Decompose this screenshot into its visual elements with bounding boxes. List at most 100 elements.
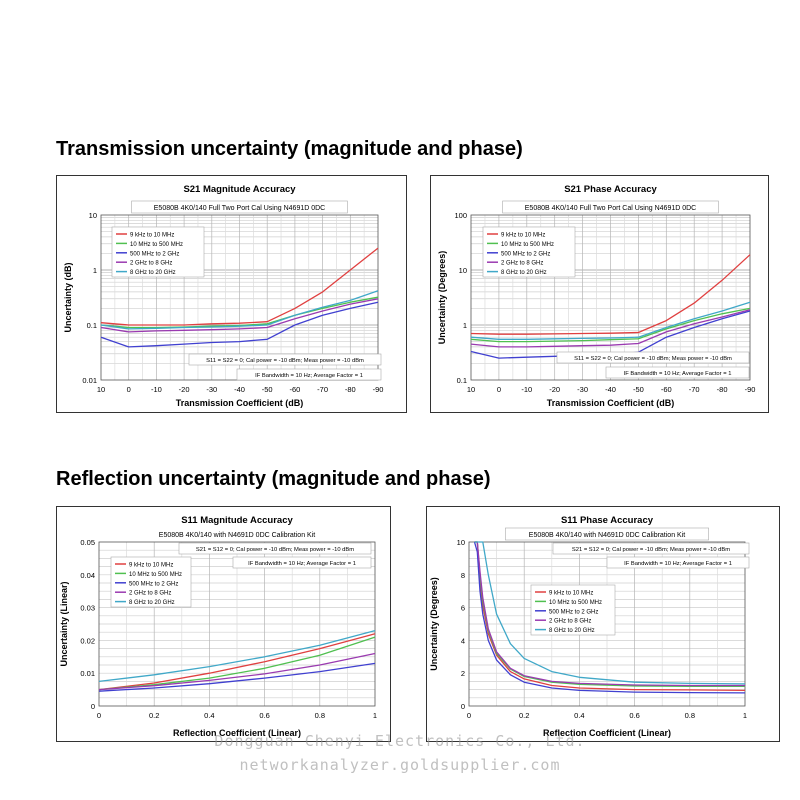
x-tick-label: 1 <box>743 711 747 720</box>
x-tick-label: -30 <box>577 385 588 394</box>
series-line <box>100 290 379 330</box>
annotation-text: S11 = S22 = 0; Cal power = -10 dBm; Meas… <box>574 356 732 362</box>
x-tick-label: -70 <box>689 385 700 394</box>
chart-subtitle: E5080B 4K0/140 Full Two Port Cal Using N… <box>154 205 325 212</box>
x-tick-label: 0 <box>497 385 501 394</box>
x-tick-label: -60 <box>661 385 672 394</box>
legend-entry: 10 MHz to 500 MHz <box>549 600 602 606</box>
legend-entry: 500 MHz to 2 GHz <box>549 609 598 615</box>
s21-phase-chart-panel: S21 Phase Accuracy E5080B 4K0/140 Full Tw… <box>430 175 769 413</box>
legend-entry: 500 MHz to 2 GHz <box>129 581 178 587</box>
x-tick-label: -60 <box>289 385 300 394</box>
legend-entry: 8 GHz to 20 GHz <box>549 628 595 634</box>
legend-entry: 2 GHz to 8 GHz <box>501 261 543 267</box>
y-axis-label: Uncertainty (Linear) <box>59 581 69 666</box>
series-line <box>98 662 376 692</box>
legend-entry: 9 kHz to 10 MHz <box>549 591 593 597</box>
y-tick-label: 6 <box>461 604 465 613</box>
x-axis-label: Transmission Coefficient (dB) <box>176 398 304 408</box>
x-tick-label: 0.6 <box>629 711 639 720</box>
s11-magnitude-chart: S11 Magnitude Accuracy E5080B 4K0/140 wit… <box>59 515 377 738</box>
subtitle-box <box>502 200 719 214</box>
annotation-box <box>552 542 750 555</box>
annotation-text: IF Bandwidth = 10 Hz; Average Factor = 1 <box>624 371 732 377</box>
x-axis-label: Reflection Coefficient (Linear) <box>173 728 301 738</box>
y-tick-label: 100 <box>454 211 467 220</box>
x-tick-label: -50 <box>633 385 644 394</box>
y-tick-label: 0.01 <box>80 669 95 678</box>
x-tick-label: -90 <box>745 385 756 394</box>
legend-entry: 500 MHz to 2 GHz <box>130 251 179 257</box>
x-tick-label: -90 <box>373 385 384 394</box>
legend-entry: 10 MHz to 500 MHz <box>501 242 554 248</box>
annotation-box <box>605 366 750 379</box>
series-line <box>470 307 751 343</box>
x-tick-label: 0.4 <box>204 711 214 720</box>
x-tick-label: 0.4 <box>574 711 584 720</box>
series-line <box>474 541 746 685</box>
legend-entry: 2 GHz to 8 GHz <box>129 591 171 597</box>
x-tick-label: -20 <box>549 385 560 394</box>
x-tick-label: -80 <box>345 385 356 394</box>
watermark-url: networkanalyzer.goldsupplier.com <box>239 756 561 774</box>
series-line <box>98 629 376 683</box>
annotation-text: S21 = S12 = 0; Cal power = -10 dBm; Meas… <box>196 547 354 553</box>
x-tick-label: 0 <box>467 711 471 720</box>
annotation-text: IF Bandwidth = 10 Hz; Average Factor = 1 <box>248 561 356 567</box>
legend-entry: 8 GHz to 20 GHz <box>501 270 547 276</box>
annotation-text: IF Bandwidth = 10 Hz; Average Factor = 1 <box>255 373 363 379</box>
s21-magnitude-chart-panel: S21 Magnitude Accuracy E5080B 4K0/140 Ful… <box>56 175 407 413</box>
legend-entry: 9 kHz to 10 MHz <box>130 233 174 239</box>
annotation-box <box>188 353 382 366</box>
annotation-box <box>232 556 372 569</box>
y-tick-label: 0.1 <box>87 321 97 330</box>
series-line <box>100 247 379 326</box>
y-tick-label: 0.04 <box>80 571 95 580</box>
subtitle-box <box>505 527 709 541</box>
y-axis-label: Uncertainty (Degrees) <box>429 577 439 671</box>
x-tick-label: 0.8 <box>315 711 325 720</box>
legend-entry: 8 GHz to 20 GHz <box>129 600 175 606</box>
series-line <box>98 652 376 691</box>
y-tick-label: 0.02 <box>80 636 95 645</box>
series-line <box>470 301 751 340</box>
x-tick-label: -80 <box>717 385 728 394</box>
y-axis-label: Uncertainty (dB) <box>63 262 73 332</box>
x-tick-label: -50 <box>262 385 273 394</box>
reflection-section-title: Reflection uncertainty (magnitude and ph… <box>56 468 491 490</box>
plot-area-border <box>470 214 751 381</box>
transmission-section-title: Transmission uncertainty (magnitude and … <box>56 138 523 160</box>
s21-magnitude-chart: S21 Magnitude Accuracy E5080B 4K0/140 Ful… <box>63 184 384 408</box>
x-tick-label: -40 <box>234 385 245 394</box>
x-tick-label: 1 <box>373 711 377 720</box>
x-tick-label: 10 <box>97 385 105 394</box>
x-tick-label: -10 <box>151 385 162 394</box>
series-line <box>470 309 751 348</box>
legend-entry: 8 GHz to 20 GHz <box>130 270 176 276</box>
s11-magnitude-chart-panel: S11 Magnitude Accuracy E5080B 4K0/140 wit… <box>56 506 391 742</box>
chart-subtitle: E5080B 4K0/140 with N4691D 0DC Calibrati… <box>159 532 315 539</box>
x-tick-label: 0.6 <box>259 711 269 720</box>
y-tick-label: 10 <box>457 538 465 547</box>
series-line <box>98 633 376 691</box>
x-axis-label: Transmission Coefficient (dB) <box>547 398 675 408</box>
plot-area-border <box>468 541 746 707</box>
legend-entry: 9 kHz to 10 MHz <box>129 563 173 569</box>
chart-subtitle: E5080B 4K0/140 Full Two Port Cal Using N… <box>525 205 696 212</box>
chart-title: S21 Magnitude Accuracy <box>183 184 296 195</box>
legend-entry: 500 MHz to 2 GHz <box>501 251 550 257</box>
x-tick-label: 0.2 <box>519 711 529 720</box>
chart-subtitle: E5080B 4K0/140 with N4691D 0DC Calibrati… <box>529 532 685 539</box>
y-axis-label: Uncertainty (Degrees) <box>437 251 447 345</box>
series-line <box>470 254 751 335</box>
chart-title: S11 Magnitude Accuracy <box>181 515 293 526</box>
annotation-box <box>606 556 750 569</box>
y-tick-label: 10 <box>89 211 97 220</box>
annotation-text: IF Bandwidth = 10 Hz; Average Factor = 1 <box>624 561 732 567</box>
y-tick-label: 1 <box>93 266 97 275</box>
y-tick-label: 4 <box>461 636 465 645</box>
x-tick-label: 0 <box>97 711 101 720</box>
series-line <box>474 541 746 692</box>
y-tick-label: 8 <box>461 571 465 580</box>
annotation-text: S11 = S22 = 0; Cal power = -10 dBm; Meas… <box>206 358 364 364</box>
